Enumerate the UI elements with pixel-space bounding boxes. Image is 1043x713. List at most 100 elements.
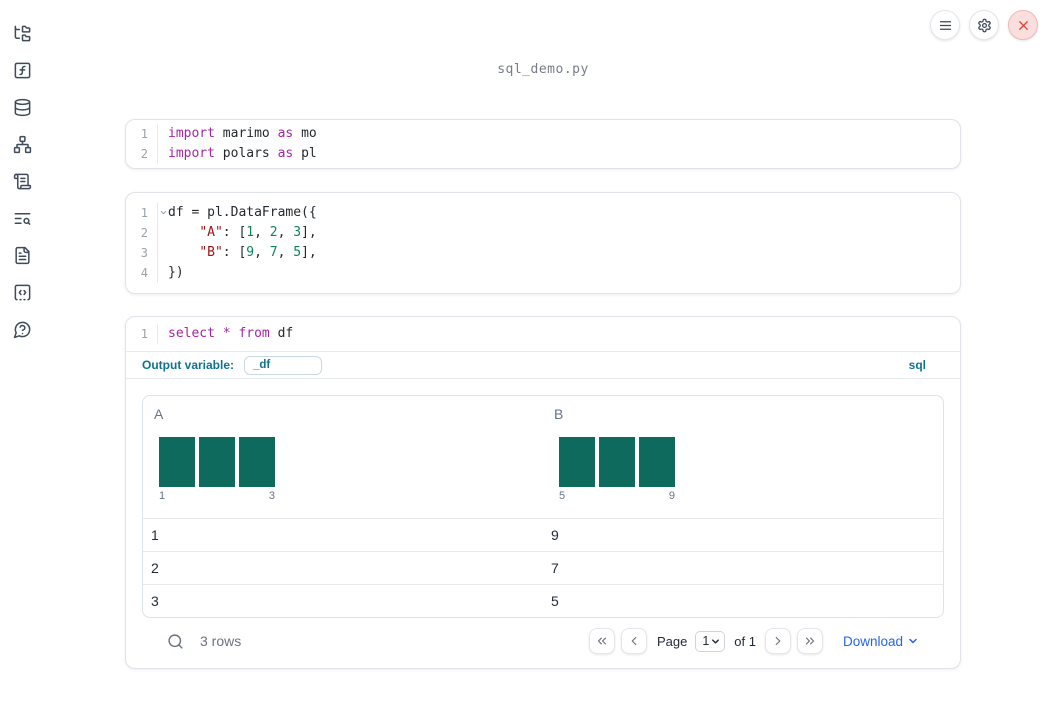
shutdown-button[interactable]	[1008, 10, 1038, 40]
next-page-button[interactable]	[764, 628, 791, 654]
table-cell: 2	[151, 560, 159, 576]
page-select-value: 1	[702, 634, 710, 648]
code-token: df = pl.DataFrame({	[168, 205, 317, 220]
previous-page-button[interactable]	[620, 628, 647, 654]
table-search-button[interactable]	[167, 633, 184, 650]
histogram-bar[interactable]	[159, 437, 195, 487]
code-token: ],	[301, 245, 317, 260]
search-icon	[167, 633, 184, 650]
code-token: ,	[254, 225, 270, 240]
last-page-button[interactable]	[796, 628, 823, 654]
code-line[interactable]: 4})	[126, 263, 960, 283]
code-token: as	[277, 146, 294, 161]
histogram-bar[interactable]	[199, 437, 235, 487]
code-token: 3	[293, 225, 302, 240]
first-page-button[interactable]	[588, 628, 615, 654]
notebook-menu-button[interactable]	[930, 10, 960, 40]
chevron-right-icon	[771, 634, 785, 648]
code-editor-imports[interactable]: 1 import marimo as mo 2 import polars as pl	[126, 120, 960, 168]
code-token: polars	[214, 146, 278, 161]
code-content: "B": [9, 7, 5],	[158, 243, 317, 263]
sql-language-badge: sql	[908, 358, 926, 372]
sidebar-panel-file-explorer[interactable]	[12, 23, 32, 43]
code-line[interactable]: 2 import polars as pl	[126, 144, 960, 164]
chevrons-right-icon	[803, 634, 817, 648]
code-token: 5	[293, 245, 302, 260]
notebook-actions	[930, 10, 1038, 40]
code-token: ,	[277, 225, 294, 240]
row-count: 3 rows	[200, 633, 242, 649]
function-square-icon	[13, 61, 32, 80]
histogram-max-label: 3	[268, 490, 275, 502]
code-token: 1	[246, 225, 255, 240]
code-line[interactable]: 1 select * from df	[126, 324, 960, 344]
code-token: import	[168, 126, 215, 141]
code-content: "A": [1, 2, 3],	[158, 223, 316, 243]
histogram-min-label: 5	[559, 490, 566, 502]
sidebar-panel-logs[interactable]	[12, 208, 32, 228]
file-text-icon	[13, 246, 32, 265]
sidebar-panel-snippets[interactable]	[12, 282, 32, 302]
code-token: ,	[254, 245, 270, 260]
code-token	[168, 245, 199, 260]
square-code-icon	[13, 283, 32, 302]
code-line[interactable]: 3 "B": [9, 7, 5],	[126, 243, 960, 263]
code-token: select	[168, 326, 215, 341]
code-line[interactable]: 2 "A": [1, 2, 3],	[126, 223, 960, 243]
gear-icon	[977, 18, 992, 33]
output-variable-input[interactable]: _df	[244, 355, 323, 375]
sql-cell: 1 select * from df Output variable: _df s…	[125, 316, 961, 669]
output-variable-label: Output variable:	[142, 358, 235, 372]
code-line[interactable]: 1 df = pl.DataFrame({	[126, 203, 960, 223]
sidebar-panel-rail	[0, 0, 44, 713]
code-editor-dataframe[interactable]: 1 df = pl.DataFrame({2 "A": [1, 2, 3], 3 "…	[126, 193, 960, 293]
table-cell: 3	[151, 593, 159, 609]
code-token: "A"	[199, 225, 223, 240]
table-cell: 9	[551, 527, 559, 543]
sidebar-panel-ai-chat[interactable]	[12, 319, 32, 339]
code-line[interactable]: 1 import marimo as mo	[126, 124, 960, 144]
code-token: : [	[222, 245, 247, 260]
code-token	[215, 326, 223, 341]
fold-chevron-icon[interactable]	[159, 208, 168, 217]
sql-code-editor[interactable]: 1 select * from df	[126, 317, 960, 351]
line-number: 2	[126, 144, 158, 164]
code-content: select * from df	[158, 324, 293, 344]
chevrons-left-icon	[595, 634, 609, 648]
sidebar-panel-dependency-graph[interactable]	[12, 134, 32, 154]
code-cell-dataframe: 1 df = pl.DataFrame({2 "A": [1, 2, 3], 3 "…	[125, 192, 961, 294]
code-content: df = pl.DataFrame({	[158, 203, 317, 223]
scroll-text-icon	[13, 172, 32, 191]
code-token: })	[168, 265, 184, 280]
code-content: })	[158, 263, 184, 283]
sidebar-panel-scratchpad[interactable]	[12, 171, 32, 191]
line-number: 3	[126, 243, 158, 263]
histogram-min-label: 1	[159, 490, 166, 502]
database-icon	[13, 98, 32, 117]
download-button[interactable]: Download	[843, 634, 919, 649]
page-select[interactable]: 1	[695, 630, 726, 652]
histogram-bar[interactable]	[599, 437, 635, 487]
code-token: pl	[293, 146, 317, 161]
settings-button[interactable]	[969, 10, 999, 40]
histogram-bar[interactable]	[559, 437, 595, 487]
sidebar-panel-variables[interactable]	[12, 60, 32, 80]
code-token: 2	[269, 225, 278, 240]
sidebar-panel-data-sources[interactable]	[12, 97, 32, 117]
histogram-bar[interactable]	[639, 437, 675, 487]
histogram-bar[interactable]	[239, 437, 275, 487]
code-cell-imports: 1 import marimo as mo 2 import polars as pl	[125, 119, 961, 169]
code-token: "B"	[199, 245, 223, 260]
sidebar-panel-documentation[interactable]	[12, 245, 32, 265]
code-token	[168, 225, 199, 240]
line-number: 1	[126, 324, 158, 344]
